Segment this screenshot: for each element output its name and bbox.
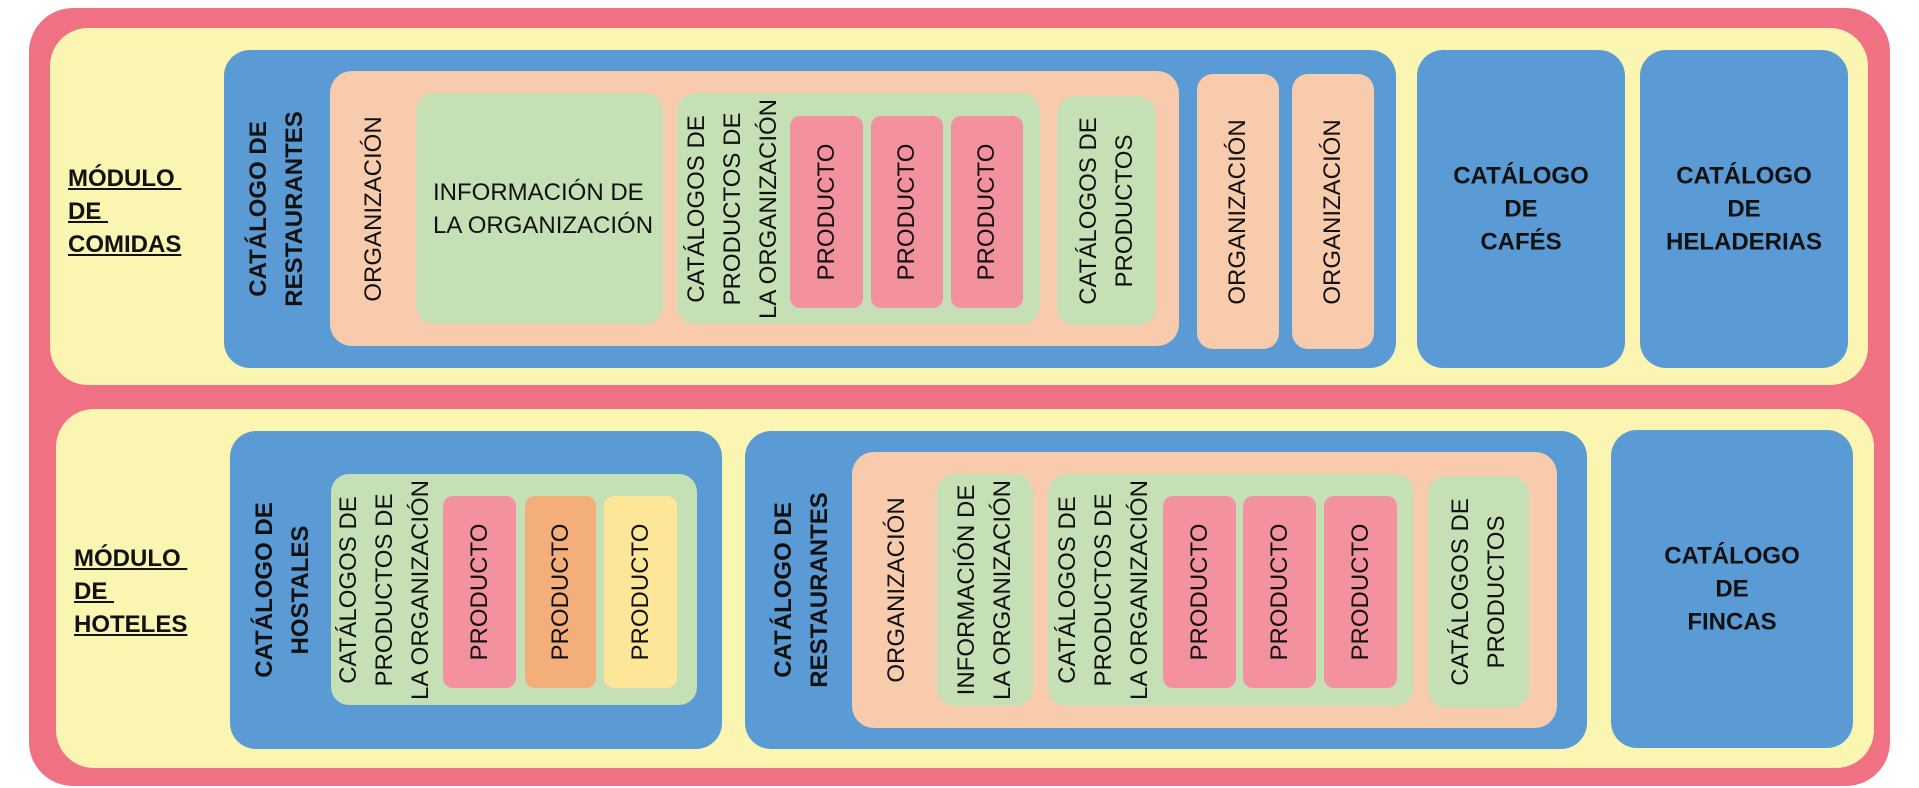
product-catalogs: CATÁLOGOS DE PRODUCTOS: [1428, 476, 1529, 708]
product-item: PRODUCTO: [951, 116, 1023, 308]
product-item: PRODUCTO: [604, 496, 677, 688]
product-catalogs-organization-label: CATÁLOGOS DE PRODUCTOS DE LA ORGANIZACIÓ…: [1054, 479, 1153, 701]
product-item: PRODUCTO: [1163, 496, 1236, 688]
product-catalogs-label: CATÁLOGOS DE PRODUCTOS: [1074, 116, 1138, 305]
organization-extra-label: ORGANIZACIÓN: [1224, 118, 1251, 305]
catalog-restaurantes-label: CATÁLOGO DE RESTAURANTES: [245, 111, 308, 307]
organization-extra: ORGANIZACIÓN: [1197, 74, 1279, 349]
organization-info: INFORMACIÓN DE LA ORGANIZACIÓN: [937, 474, 1033, 706]
product-item: PRODUCTO: [790, 116, 863, 308]
catalog-cafes: CATÁLOGO DE CAFÉS: [1417, 50, 1625, 368]
product-label: PRODUCTO: [893, 143, 920, 281]
catalog-heladerias-label: CATÁLOGO DE HELADERIAS: [1665, 162, 1822, 256]
product-label: PRODUCTO: [812, 143, 840, 281]
organization-label: ORGANIZACIÓN: [883, 497, 910, 683]
organization-label: ORGANIZACIÓN: [360, 115, 387, 302]
organization-extra-label: ORGANIZACIÓN: [1319, 118, 1346, 305]
catalog-heladerias: CATÁLOGO DE HELADERIAS: [1640, 50, 1848, 368]
product-label: PRODUCTO: [1346, 523, 1374, 661]
product-item: PRODUCTO: [525, 496, 596, 688]
product-item: PRODUCTO: [1243, 496, 1316, 688]
organization-info-label: INFORMACIÓN DE LA ORGANIZACIÓN: [433, 178, 654, 239]
organization-info-label: INFORMACIÓN DE LA ORGANIZACIÓN: [953, 479, 1016, 701]
product-item: PRODUCTO: [1324, 496, 1397, 688]
product-catalogs-organization-label: CATÁLOGOS DE PRODUCTOS DE LA ORGANIZACIÓ…: [683, 98, 782, 319]
catalog-cafes-label: CATÁLOGO DE CAFÉS: [1453, 162, 1589, 256]
product-label: PRODUCTO: [546, 523, 574, 661]
product-label: PRODUCTO: [465, 523, 493, 661]
organization-info: INFORMACIÓN DE LA ORGANIZACIÓN: [416, 93, 663, 324]
catalog-fincas-label: CATÁLOGO DE FINCAS: [1664, 542, 1800, 636]
catalog-restaurantes-label: CATÁLOGO DE RESTAURANTES: [770, 492, 833, 688]
module-hoteles-label: MÓDULO DE HOTELES: [74, 545, 188, 638]
product-label: PRODUCTO: [626, 523, 654, 661]
product-catalogs: CATÁLOGOS DE PRODUCTOS: [1057, 96, 1156, 325]
module-comidas-label: MÓDULO DE COMIDAS: [68, 165, 182, 258]
organization-extra: ORGANIZACIÓN: [1292, 74, 1374, 349]
catalog-hostales-label: CATÁLOGO DE HOSTALES: [251, 502, 314, 678]
product-label: PRODUCTO: [1265, 523, 1293, 661]
product-catalogs-organization-label: CATÁLOGOS DE PRODUCTOS DE LA ORGANIZACIÓ…: [335, 479, 434, 700]
catalog-fincas: CATÁLOGO DE FINCAS: [1611, 430, 1853, 748]
product-catalogs-label: CATÁLOGOS DE PRODUCTOS: [1446, 498, 1510, 686]
product-item: PRODUCTO: [443, 496, 516, 688]
product-item: PRODUCTO: [871, 116, 943, 308]
product-label: PRODUCTO: [973, 143, 1000, 281]
product-label: PRODUCTO: [1185, 523, 1213, 661]
